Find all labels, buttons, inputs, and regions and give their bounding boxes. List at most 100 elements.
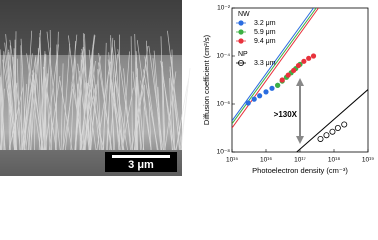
fit-line bbox=[232, 8, 314, 122]
nanowire bbox=[42, 66, 57, 151]
nanowire bbox=[9, 39, 26, 151]
nanowires bbox=[0, 29, 191, 151]
nanowire bbox=[171, 49, 175, 151]
nanowire bbox=[39, 37, 46, 151]
nanowire bbox=[134, 33, 139, 151]
nanowire bbox=[81, 55, 91, 151]
nanowire bbox=[30, 30, 42, 151]
legend-label: 3.2 μm bbox=[254, 20, 276, 27]
x-tick-label: 10¹⁹ bbox=[362, 157, 374, 164]
nanowire bbox=[40, 63, 45, 151]
nanowire bbox=[43, 73, 49, 151]
nanowire bbox=[108, 52, 116, 151]
nanowire bbox=[12, 56, 18, 151]
y-tick-label: 10⁻⁴ bbox=[217, 53, 231, 60]
nanowire bbox=[123, 68, 131, 151]
nanowire bbox=[169, 78, 173, 151]
nanowire bbox=[153, 50, 163, 151]
nanowire bbox=[59, 80, 73, 151]
nanowire bbox=[146, 40, 152, 151]
nanowire bbox=[44, 44, 59, 151]
nanowire bbox=[107, 50, 112, 151]
nanowire bbox=[114, 75, 128, 151]
x-tick-label: 10¹⁶ bbox=[260, 157, 272, 164]
legend-label: 3.3 μm bbox=[254, 60, 276, 67]
data-point bbox=[317, 135, 324, 142]
data-point bbox=[279, 77, 285, 83]
x-tick-label: 10¹⁷ bbox=[294, 157, 306, 164]
nanowire bbox=[8, 86, 24, 151]
nanowire bbox=[131, 65, 147, 151]
data-point bbox=[257, 93, 263, 99]
nanowire bbox=[44, 66, 47, 151]
nanowire bbox=[20, 45, 23, 151]
nanowire bbox=[75, 52, 85, 151]
nanowire bbox=[142, 84, 145, 151]
nanowire bbox=[160, 36, 165, 151]
nanowire bbox=[98, 62, 113, 151]
nanowire bbox=[37, 48, 42, 151]
data-point bbox=[334, 125, 341, 132]
nanowire bbox=[68, 35, 83, 151]
nanowire bbox=[28, 85, 33, 151]
nanowire bbox=[44, 51, 51, 151]
nanowire bbox=[117, 49, 133, 151]
y-tick-label: 10⁻⁸ bbox=[217, 149, 231, 156]
data-point bbox=[269, 85, 275, 91]
nanowire bbox=[161, 65, 174, 151]
nanowire bbox=[88, 84, 105, 151]
nanowire bbox=[62, 43, 71, 151]
nanowire bbox=[169, 66, 176, 151]
nanowire bbox=[113, 40, 124, 151]
nanowire bbox=[8, 61, 17, 151]
nanowire bbox=[167, 30, 183, 151]
y-tick-label: 10⁻⁶ bbox=[217, 101, 231, 108]
y-tick-label: 10⁻² bbox=[217, 5, 231, 12]
x-tick-label: 10¹⁵ bbox=[226, 157, 238, 164]
fit-line bbox=[232, 8, 317, 125]
figure: 3 μm Diffusion coefficient (cm²/s) Photo… bbox=[0, 0, 374, 176]
nanowire bbox=[109, 72, 125, 151]
data-point bbox=[291, 67, 297, 74]
nanowire bbox=[90, 56, 93, 151]
data-point bbox=[295, 62, 302, 69]
nanowire bbox=[70, 41, 76, 151]
fit-line bbox=[232, 8, 319, 129]
fit-line bbox=[296, 89, 368, 152]
nanowire bbox=[2, 59, 18, 151]
sem-image: 3 μm bbox=[0, 0, 191, 176]
annotation: >130X bbox=[274, 110, 298, 119]
sem-top bbox=[0, 0, 182, 55]
data-point bbox=[301, 58, 307, 64]
nanowire bbox=[49, 29, 53, 151]
arrow-head bbox=[296, 78, 304, 144]
nanowire bbox=[90, 84, 97, 151]
nanowire bbox=[23, 30, 33, 151]
nanowire bbox=[143, 69, 159, 151]
data-point bbox=[275, 82, 281, 88]
nanowire bbox=[130, 36, 133, 151]
x-tick-label: 10¹⁸ bbox=[328, 157, 340, 164]
nanowire bbox=[102, 72, 109, 151]
nanowire bbox=[26, 53, 41, 151]
nanowire bbox=[16, 58, 21, 151]
data-point bbox=[323, 132, 330, 139]
data-point bbox=[310, 53, 317, 59]
nanowire bbox=[34, 55, 37, 151]
nanowire bbox=[136, 72, 145, 151]
legend-group-title: NP bbox=[238, 51, 248, 58]
y-axis-title: Diffusion coefficient (cm²/s) bbox=[202, 34, 211, 125]
legend-label: 5.9 μm bbox=[254, 29, 276, 36]
nanowire bbox=[175, 77, 190, 151]
page: {"image": {"scale_bar": "3 μm"}, "chart_… bbox=[0, 0, 375, 176]
scale-bar bbox=[112, 155, 170, 158]
nanowire bbox=[0, 88, 5, 151]
scale-bar-label: 3 μm bbox=[128, 159, 154, 171]
nanowire bbox=[121, 51, 130, 151]
data-point bbox=[245, 100, 251, 106]
nanowire bbox=[0, 85, 4, 151]
x-axis-title: Photoelectron density (cm⁻³) bbox=[252, 166, 348, 175]
data-point bbox=[251, 96, 257, 102]
chart: Diffusion coefficient (cm²/s) Photoelect… bbox=[202, 5, 374, 175]
nanowire bbox=[161, 65, 166, 151]
